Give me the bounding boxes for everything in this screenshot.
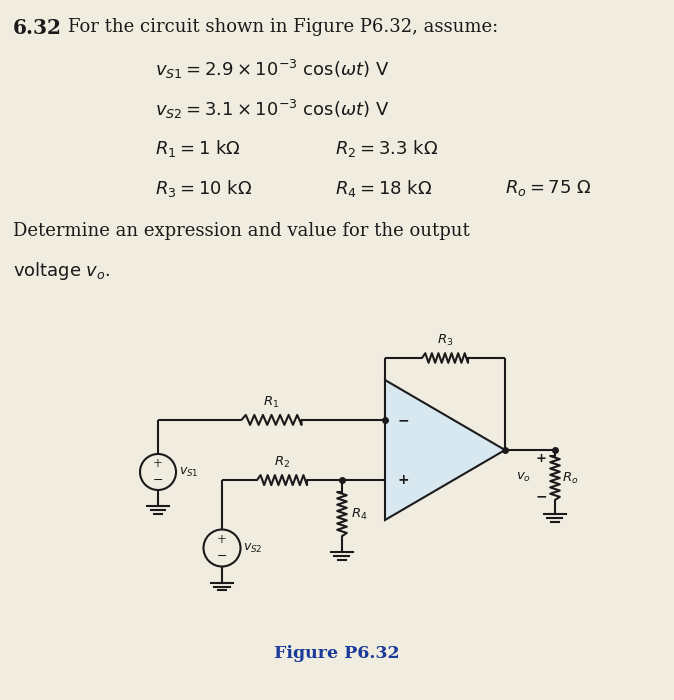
Text: −: − — [153, 474, 163, 487]
Text: $R_1 = 1\ \mathrm{k}\Omega$: $R_1 = 1\ \mathrm{k}\Omega$ — [155, 138, 241, 159]
Text: $v_{S2}$: $v_{S2}$ — [243, 542, 263, 554]
Text: −: − — [535, 489, 547, 503]
Text: $v_{S1} = 2.9 \times 10^{-3}\ \mathrm{cos}(\omega t)\ \mathrm{V}$: $v_{S1} = 2.9 \times 10^{-3}\ \mathrm{co… — [155, 58, 390, 81]
Text: $v_{S2} = 3.1 \times 10^{-3}\ \mathrm{cos}(\omega t)\ \mathrm{V}$: $v_{S2} = 3.1 \times 10^{-3}\ \mathrm{co… — [155, 98, 390, 121]
Text: +: + — [153, 457, 163, 470]
Text: voltage $v_o$.: voltage $v_o$. — [13, 260, 111, 282]
Text: Determine an expression and value for the output: Determine an expression and value for th… — [13, 222, 470, 240]
Text: +: + — [398, 473, 410, 487]
Text: For the circuit shown in Figure P6.32, assume:: For the circuit shown in Figure P6.32, a… — [68, 18, 498, 36]
Text: −: − — [217, 550, 227, 564]
Text: $v_{S1}$: $v_{S1}$ — [179, 466, 199, 479]
Text: $R_4 = 18\ \mathrm{k}\Omega$: $R_4 = 18\ \mathrm{k}\Omega$ — [335, 178, 432, 199]
Text: $R_o$: $R_o$ — [562, 470, 578, 486]
Text: $R_2$: $R_2$ — [274, 455, 290, 470]
Text: $R_3 = 10\ \mathrm{k}\Omega$: $R_3 = 10\ \mathrm{k}\Omega$ — [155, 178, 252, 199]
Text: 6.32: 6.32 — [13, 18, 62, 38]
Text: +: + — [217, 533, 227, 545]
Text: $R_2 = 3.3\ \mathrm{k}\Omega$: $R_2 = 3.3\ \mathrm{k}\Omega$ — [335, 138, 438, 159]
Text: $v_o$: $v_o$ — [516, 470, 531, 484]
Text: $R_1$: $R_1$ — [264, 395, 280, 410]
Text: $R_o = 75\ \Omega$: $R_o = 75\ \Omega$ — [505, 178, 592, 198]
Text: Figure P6.32: Figure P6.32 — [274, 645, 400, 662]
Text: $R_4$: $R_4$ — [351, 507, 367, 522]
Polygon shape — [385, 380, 505, 520]
Text: −: − — [398, 413, 410, 427]
Text: $R_3$: $R_3$ — [437, 333, 453, 348]
Text: +: + — [536, 452, 547, 465]
